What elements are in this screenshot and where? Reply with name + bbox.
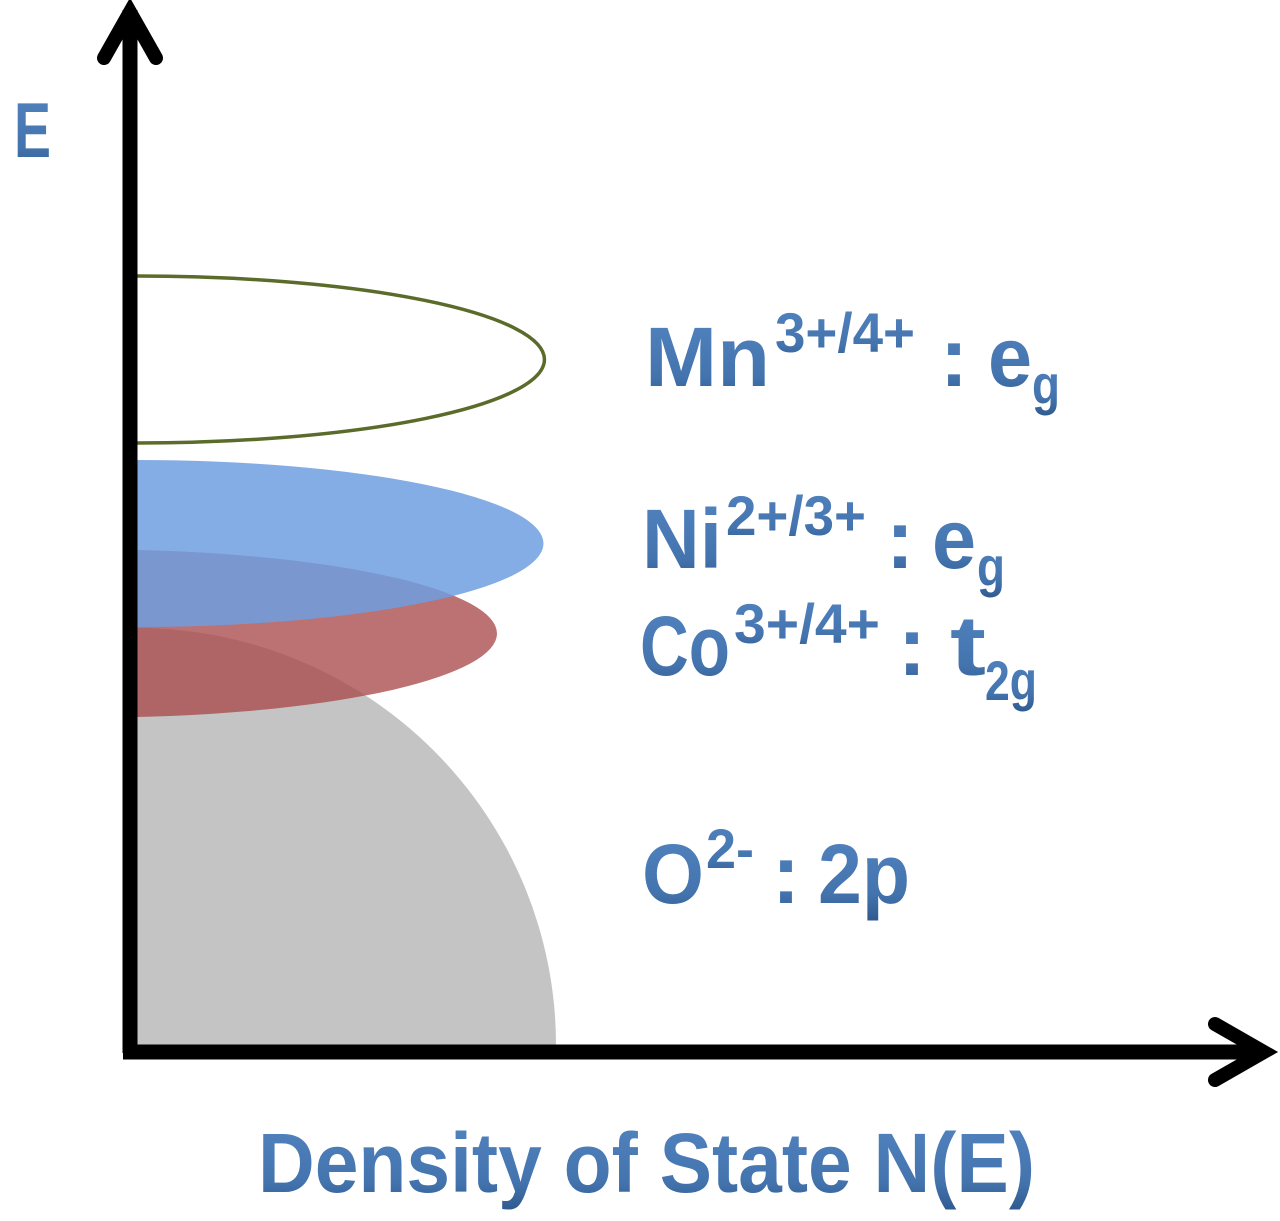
mn-element: Mn — [645, 310, 770, 404]
o-charge: 2- — [706, 817, 754, 880]
mn-orbital-sub: g — [1032, 353, 1060, 416]
ni-element: Ni — [642, 492, 722, 586]
mn-eg-band — [136, 274, 547, 445]
co-charge: 3+/4+ — [734, 592, 880, 655]
mn-orbital: e — [988, 310, 1032, 404]
y-axis-label: E — [14, 86, 51, 174]
mn-label: Mn 3+/4+ : e g — [645, 301, 1060, 416]
mn-separator: : — [940, 310, 968, 404]
y-axis-arrowhead-icon — [97, 0, 163, 65]
x-axis-label: Density of State N(E) — [258, 1116, 1035, 1210]
ni-label: Ni 2+/3+ : e g — [642, 484, 1005, 598]
co-separator: : — [898, 599, 926, 693]
o-2p-band — [137, 628, 556, 1045]
co-orbital-sub: 2g — [985, 649, 1037, 712]
co-label: Co 3+/4+ : t 2g — [640, 592, 1037, 712]
x-axis-arrowhead-icon — [1208, 1017, 1279, 1087]
o-element: O — [642, 827, 704, 921]
ni-orbital-sub: g — [977, 535, 1005, 598]
co-element: Co — [640, 599, 730, 693]
o-orbital: 2p — [818, 827, 910, 921]
co-orbital: t — [950, 599, 986, 693]
ni-eg-band — [137, 460, 544, 627]
mn-charge: 3+/4+ — [775, 301, 915, 364]
ni-separator: : — [886, 492, 914, 586]
ni-orbital: e — [932, 492, 976, 586]
o-label: O 2- : 2p — [642, 817, 910, 921]
ni-charge: 2+/3+ — [726, 484, 866, 547]
o-separator: : — [772, 827, 800, 921]
